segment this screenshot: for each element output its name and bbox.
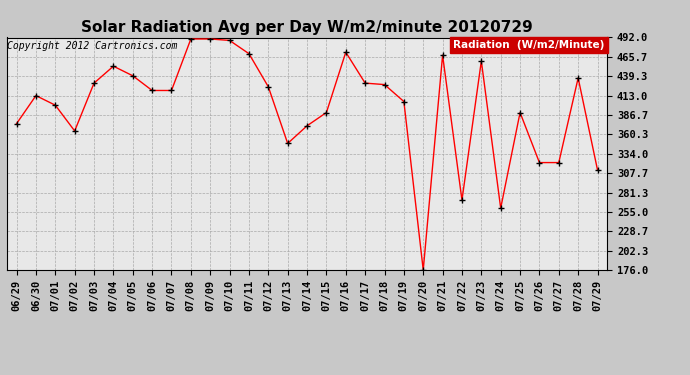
Title: Solar Radiation Avg per Day W/m2/minute 20120729: Solar Radiation Avg per Day W/m2/minute … <box>81 20 533 35</box>
Text: Copyright 2012 Cartronics.com: Copyright 2012 Cartronics.com <box>7 41 177 51</box>
Text: Radiation  (W/m2/Minute): Radiation (W/m2/Minute) <box>453 40 604 50</box>
